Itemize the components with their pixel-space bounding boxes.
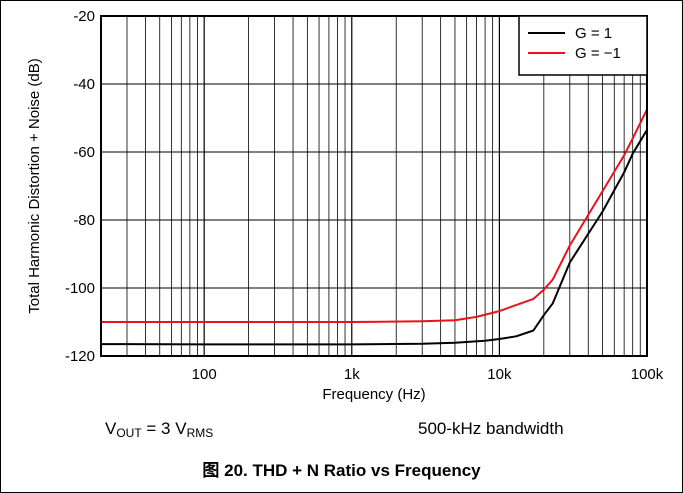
vout-prefix: V — [105, 419, 117, 438]
x-tick-label: 100k — [631, 366, 664, 383]
vout-condition: VOUT = 3 VRMS — [105, 419, 213, 440]
x-tick-label: 100 — [192, 366, 217, 383]
series-line-g-1 — [100, 129, 648, 346]
bandwidth-note: 500-kHz bandwidth — [418, 419, 564, 438]
plot-area-border — [100, 15, 648, 357]
y-tick-label: -20 — [73, 8, 95, 25]
figure-caption: 图 20. THD + N Ratio vs Frequency — [202, 461, 481, 480]
y-tick-label: -40 — [73, 76, 95, 93]
legend-box — [518, 15, 648, 76]
x-tick-label: 1k — [344, 366, 360, 383]
y-axis-label: Total Harmonic Distortion + Noise (dB) — [26, 58, 43, 314]
y-tick-label: -100 — [65, 280, 95, 297]
series-lines — [100, 109, 648, 346]
series-line-g-neg1 — [101, 109, 648, 323]
x-axis-label: Frequency (Hz) — [322, 386, 425, 403]
y-tick-label: -120 — [65, 348, 95, 365]
legend-label: G = −1 — [575, 45, 621, 62]
x-tick-label: 10k — [487, 366, 512, 383]
vout-subscript: OUT — [116, 426, 142, 440]
legend-label: G = 1 — [575, 25, 612, 42]
vout-value: = 3 V — [141, 419, 187, 438]
legend: G = 1 G = −1 — [518, 15, 648, 76]
y-tick-label: -80 — [73, 212, 95, 229]
y-tick-label: -60 — [73, 144, 95, 161]
rms-subscript: RMS — [186, 426, 214, 440]
axis-ticks: -20 -40 -60 -80 -100 -120 100 1k 10k 100k — [65, 8, 664, 383]
